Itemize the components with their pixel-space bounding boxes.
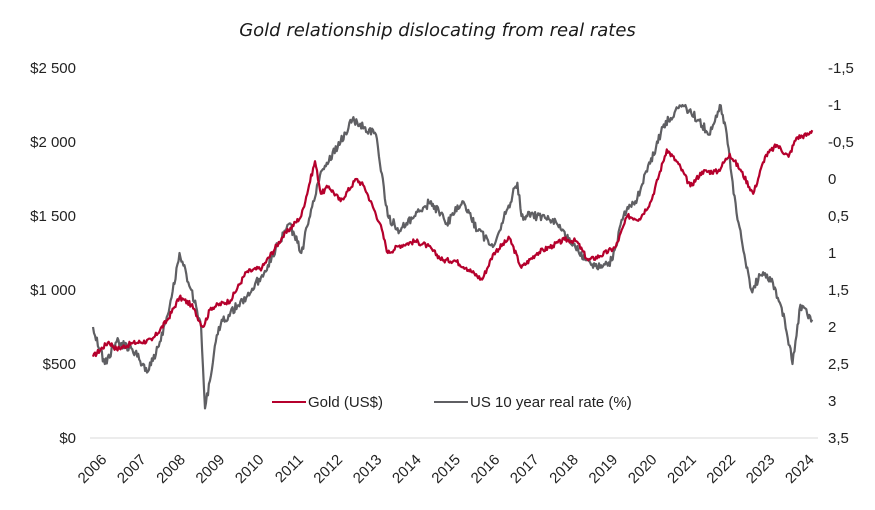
x-tick-label: 2018 — [546, 451, 582, 487]
legend-label-gold: Gold (US$) — [308, 394, 383, 411]
left-y-tick-label: $500 — [43, 356, 76, 373]
x-tick-label: 2010 — [232, 451, 268, 487]
x-tick-label: 2012 — [310, 451, 346, 487]
x-tick-label: 2011 — [272, 451, 307, 486]
left-y-axis: $0 $500 $1 000 $1 500 $2 000 $2 500 — [30, 60, 76, 447]
left-y-tick-label: $2 500 — [30, 60, 76, 77]
right-y-tick-label: -0,5 — [828, 134, 854, 151]
x-tick-label: 2023 — [743, 451, 779, 487]
x-tick-label: 2008 — [153, 451, 189, 487]
x-tick-label: 2019 — [586, 451, 622, 487]
legend: Gold (US$) US 10 year real rate (%) — [272, 394, 632, 411]
series-layer — [91, 103, 814, 410]
x-tick-label: 2022 — [703, 451, 739, 487]
right-y-tick-label: 1,5 — [828, 282, 849, 299]
left-y-tick-label: $1 500 — [30, 208, 76, 225]
x-tick-label: 2009 — [193, 451, 229, 487]
x-tick-label: 2015 — [428, 451, 464, 487]
x-tick-label: 2007 — [114, 451, 150, 487]
right-y-tick-label: 3 — [828, 393, 836, 410]
x-tick-label: 2020 — [625, 451, 661, 487]
x-tick-label: 2024 — [782, 451, 818, 487]
left-y-tick-label: $1 000 — [30, 282, 76, 299]
x-tick-label: 2016 — [468, 451, 504, 487]
x-tick-label: 2013 — [350, 451, 386, 487]
right-y-tick-label: -1 — [828, 97, 841, 114]
right-y-tick-label: 2 — [828, 319, 836, 336]
x-tick-label: 2014 — [389, 451, 425, 487]
right-y-tick-label: 0 — [828, 171, 836, 188]
x-tick-label: 2021 — [664, 451, 700, 487]
right-y-tick-label: 2,5 — [828, 356, 849, 373]
x-tick-label: 2017 — [507, 451, 543, 487]
chart-title: Gold relationship dislocating from real … — [239, 20, 636, 41]
series-line-real-rate — [91, 103, 814, 410]
right-y-tick-label: 0,5 — [828, 208, 849, 225]
left-y-tick-label: $2 000 — [30, 134, 76, 151]
right-y-tick-label: 3,5 — [828, 430, 849, 447]
right-y-tick-label: 1 — [828, 245, 836, 262]
x-axis: 2006 2007 2008 2009 2010 2011 2012 2013 2014 2015… — [75, 451, 818, 487]
x-tick-label: 2006 — [75, 451, 111, 487]
legend-label-real-rate: US 10 year real rate (%) — [470, 394, 632, 411]
right-y-tick-label: -1,5 — [828, 60, 854, 77]
right-y-axis: -1,5 -1 -0,5 0 0,5 1 1,5 2 2,5 3 3,5 — [828, 60, 854, 447]
series-line-gold — [91, 129, 814, 358]
left-y-tick-label: $0 — [59, 430, 76, 447]
